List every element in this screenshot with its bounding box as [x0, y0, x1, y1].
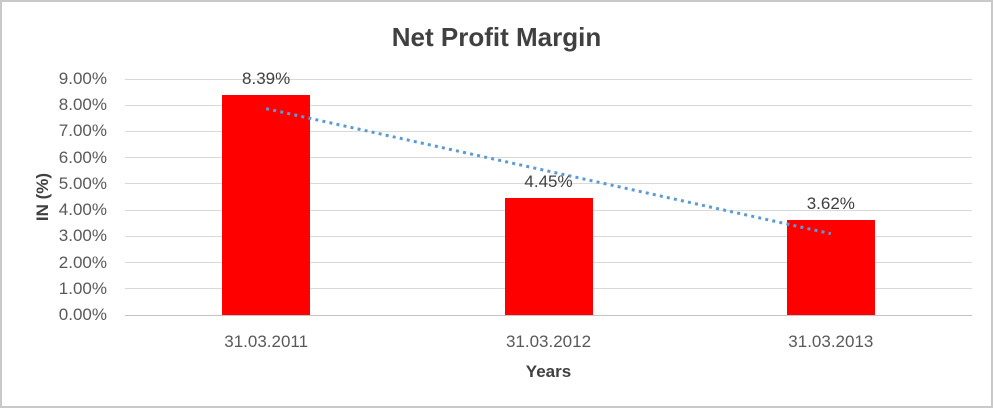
- bar: [222, 95, 311, 315]
- x-axis-title: Years: [525, 362, 572, 381]
- x-axis-line: [125, 314, 972, 316]
- x-tick-label: 31.03.2012: [505, 332, 592, 351]
- y-tick-label: 5.00%: [58, 173, 107, 193]
- x-tick-label: 31.03.2011: [224, 332, 309, 351]
- chart-title: Net Profit Margin: [391, 22, 602, 52]
- y-tick-label: 3.00%: [58, 226, 107, 246]
- bar-value-label: 8.39%: [242, 68, 291, 88]
- y-tick-label: 1.00%: [58, 278, 107, 298]
- y-tick-label: 7.00%: [58, 121, 107, 141]
- bar: [504, 198, 593, 315]
- y-tick-label: 8.00%: [58, 95, 107, 115]
- bar: [786, 220, 875, 315]
- bar-value-label: 3.62%: [806, 194, 855, 214]
- y-tick-label: 2.00%: [58, 252, 107, 272]
- gridline: [125, 104, 972, 106]
- x-tick-label: 31.03.2013: [788, 332, 874, 351]
- y-tick-label: 0.00%: [58, 305, 107, 324]
- bar-value-label: 4.45%: [524, 172, 573, 192]
- y-tick-label: 6.00%: [58, 147, 107, 167]
- y-tick-label: 4.00%: [58, 200, 107, 220]
- gridline: [125, 78, 972, 80]
- y-tick-label: 9.00%: [58, 69, 107, 88]
